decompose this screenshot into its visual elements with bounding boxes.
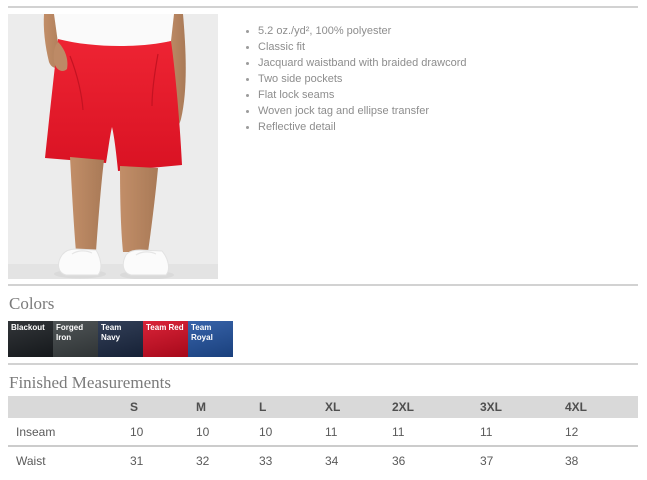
header-cell-xl: XL — [325, 396, 392, 418]
header-cell-2xl: 2XL — [392, 396, 480, 418]
waist-value-2xl: 36 — [392, 453, 406, 468]
colors-section-divider — [8, 284, 638, 286]
waist-value-l: 33 — [259, 453, 273, 468]
inseam-value-m: 10 — [196, 424, 210, 439]
inseam-value-l: 10 — [259, 424, 273, 439]
model-shirt — [54, 14, 174, 49]
swatch-label: Blackout — [11, 323, 45, 332]
inseam-value-s: 10 — [130, 424, 144, 439]
shorts-left-pocket-seam — [69, 55, 84, 111]
header-cell-l: L — [259, 396, 325, 418]
swatch-team-navy[interactable]: Team Navy — [98, 321, 143, 357]
red-shorts — [45, 39, 182, 171]
feature-item: Flat lock seams — [258, 87, 467, 103]
model-right-leg — [120, 166, 158, 252]
feature-item: Classic fit — [258, 39, 467, 55]
measurements-table: S M L XL 2XL 3XL 4XL Inseam 10 10 10 11 … — [8, 396, 638, 474]
row-label-inseam: Inseam — [16, 424, 56, 439]
feature-item: Woven jock tag and ellipse transfer — [258, 103, 467, 119]
model-left-leg — [70, 157, 104, 252]
waist-value-3xl: 37 — [480, 453, 494, 468]
waist-value-xl: 34 — [325, 453, 339, 468]
table-row-inseam: Inseam 10 10 10 11 11 11 12 — [8, 418, 638, 446]
left-shoe-lace — [71, 250, 93, 255]
shorts-right-pocket-seam — [151, 53, 159, 107]
model-hand-in-pocket — [53, 42, 68, 71]
color-swatch-row: Blackout Forged Iron Team Navy Team Red … — [8, 321, 647, 357]
colors-section-title: Colors — [9, 294, 55, 313]
header-cell-3xl: 3XL — [480, 396, 565, 418]
left-shoe — [58, 248, 102, 276]
header-cell-m: M — [196, 396, 259, 418]
measurements-section-divider — [8, 363, 638, 365]
row-label-waist: Waist — [16, 453, 46, 468]
swatch-label: Forged Iron — [56, 323, 84, 342]
top-divider — [8, 6, 638, 8]
inseam-value-2xl: 11 — [392, 424, 405, 439]
photo-floor — [8, 264, 218, 279]
swatch-team-royal[interactable]: Team Royal — [188, 321, 233, 357]
swatch-label: Team Navy — [101, 323, 122, 342]
waist-value-4xl: 38 — [565, 453, 579, 468]
right-shoe — [122, 249, 170, 276]
swatch-label: Team Royal — [191, 323, 213, 342]
feature-list: 5.2 oz./yd², 100% polyester Classic fit … — [218, 23, 467, 279]
swatch-label: Team Red — [146, 323, 184, 332]
table-row-waist: Waist 31 32 33 34 36 37 38 — [8, 446, 638, 474]
header-cell-blank — [8, 396, 130, 418]
feature-item: Jacquard waistband with braided drawcord — [258, 55, 467, 71]
measurements-header-row: S M L XL 2XL 3XL 4XL — [8, 396, 638, 418]
feature-item: Two side pockets — [258, 71, 467, 87]
swatch-forged-iron[interactable]: Forged Iron — [53, 321, 98, 357]
measurements-section-title: Finished Measurements — [9, 373, 171, 392]
inseam-value-4xl: 12 — [565, 424, 579, 439]
swatch-blackout[interactable]: Blackout — [8, 321, 53, 357]
header-cell-4xl: 4XL — [565, 396, 638, 418]
right-shoe-lace — [135, 251, 157, 256]
product-photo-illustration — [8, 14, 218, 279]
waist-value-s: 31 — [130, 453, 144, 468]
waist-value-m: 32 — [196, 453, 210, 468]
inseam-value-3xl: 11 — [480, 424, 493, 439]
inseam-value-xl: 11 — [325, 424, 338, 439]
feature-item: Reflective detail — [258, 119, 467, 135]
header-cell-s: S — [130, 396, 196, 418]
feature-item: 5.2 oz./yd², 100% polyester — [258, 23, 467, 39]
product-photo — [8, 14, 218, 279]
product-overview: 5.2 oz./yd², 100% polyester Classic fit … — [0, 8, 647, 284]
swatch-team-red[interactable]: Team Red — [143, 321, 188, 357]
